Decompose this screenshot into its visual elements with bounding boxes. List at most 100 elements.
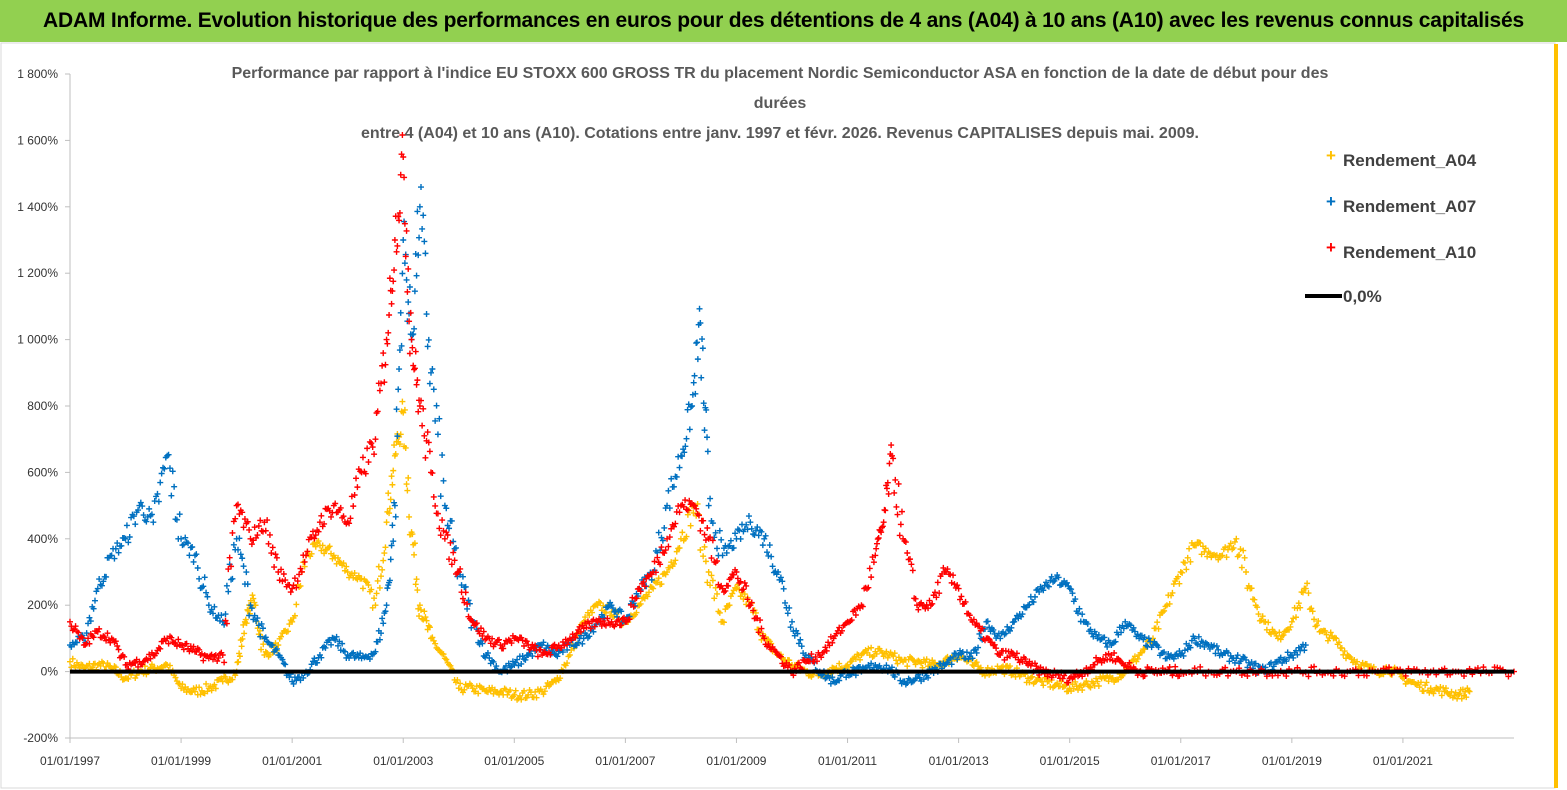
series-cluster-point: [745, 513, 752, 520]
series-cluster-point: [204, 688, 211, 695]
data-point: [1094, 658, 1101, 665]
series-cluster-point: [200, 583, 207, 590]
data-point: [1163, 655, 1170, 662]
series-cluster-point: [397, 171, 404, 178]
series-cluster-point: [786, 661, 793, 668]
data-point: [205, 655, 212, 662]
series-cluster-point: [596, 615, 603, 622]
series-cluster-point: [673, 473, 680, 480]
series-cluster-point: [744, 596, 751, 603]
series-cluster-point: [359, 585, 366, 592]
data-point: [539, 688, 546, 695]
series-cluster-point: [1230, 544, 1237, 551]
series-cluster-point: [100, 578, 107, 585]
series-cluster-point: [432, 502, 439, 509]
series-cluster-point: [1062, 682, 1069, 689]
series-cluster-point: [794, 630, 801, 637]
series-cluster-point: [378, 573, 385, 580]
series-cluster-point: [489, 635, 496, 642]
series-cluster-point: [439, 452, 446, 459]
series-cluster-point: [412, 348, 419, 355]
series-cluster-point: [1402, 672, 1409, 679]
series-cluster-point: [420, 405, 427, 412]
series-cluster-point: [1465, 687, 1472, 694]
series-cluster-point: [1309, 608, 1316, 615]
data-point: [1025, 602, 1032, 609]
series-cluster-point: [194, 564, 201, 571]
data-point: [358, 655, 365, 662]
series-cluster-point: [714, 545, 721, 552]
series-cluster-point: [694, 339, 701, 346]
data-point: [1150, 642, 1156, 649]
series-cluster-point: [979, 625, 986, 632]
data-point: [1066, 675, 1073, 682]
series-cluster-point: [990, 626, 997, 633]
data-point: [205, 602, 212, 609]
series-cluster-point: [436, 525, 443, 532]
series-cluster-point: [1105, 650, 1112, 657]
data-point: [1344, 652, 1351, 658]
data-point: [67, 642, 73, 649]
data-point: [330, 635, 337, 642]
series-cluster-point: [411, 366, 418, 373]
data-point: [416, 403, 423, 409]
series-cluster-point: [991, 641, 998, 648]
series-cluster-point: [272, 551, 279, 558]
series-cluster-point: [551, 641, 558, 648]
data-point: [913, 602, 920, 609]
series-cluster-point: [1294, 651, 1301, 658]
data-point: [1233, 655, 1240, 662]
series-cluster-point: [1231, 538, 1238, 545]
data-point: [67, 658, 73, 665]
series-cluster-point: [1040, 682, 1047, 689]
data-point: [233, 502, 240, 509]
series-cluster-point: [298, 568, 305, 575]
series-cluster-point: [1338, 644, 1345, 651]
data-point: [552, 652, 559, 658]
series-cluster-point: [759, 542, 766, 549]
series-cluster-point: [1181, 559, 1188, 566]
series-cluster-point: [414, 208, 421, 215]
series-cluster-point: [572, 634, 579, 641]
series-cluster-point: [368, 440, 375, 447]
series-cluster-point: [211, 681, 218, 688]
data-point: [344, 652, 351, 658]
series-cluster-point: [171, 483, 178, 490]
series-cluster-point: [1215, 646, 1222, 653]
data-point: [1038, 678, 1045, 685]
series-cluster-point: [450, 549, 457, 556]
series-cluster-point: [670, 560, 677, 567]
data-point: [1455, 691, 1462, 698]
data-point: [1330, 635, 1337, 642]
series-cluster-point: [897, 521, 904, 528]
series-cluster-point: [620, 614, 627, 621]
series-cluster-point: [235, 658, 242, 665]
series-cluster-point: [1006, 627, 1013, 634]
data-point: [383, 519, 390, 526]
series-cluster-point: [564, 646, 571, 653]
series-cluster-point: [140, 512, 147, 519]
data-point: [205, 685, 212, 692]
data-point: [1080, 618, 1087, 625]
series-cluster-point: [529, 653, 536, 660]
series-cluster-point: [948, 661, 955, 668]
series-cluster-point: [143, 518, 150, 525]
series-cluster-point: [1448, 688, 1455, 695]
series-cluster-point: [944, 566, 951, 573]
series-cluster-point: [947, 571, 954, 578]
series-cluster-point: [294, 578, 301, 585]
series-cluster-point: [1304, 580, 1311, 587]
series-cluster-point: [201, 574, 208, 581]
series-cluster-point: [90, 634, 97, 641]
series-cluster-point: [722, 606, 729, 613]
series-cluster-point: [1241, 554, 1248, 561]
data-point: [94, 585, 101, 592]
series-cluster-point: [436, 415, 443, 422]
series-cluster-point: [373, 590, 380, 597]
series-cluster-point: [698, 374, 705, 381]
data-point: [150, 519, 157, 526]
series-cluster-point: [686, 497, 693, 504]
series-cluster-point: [406, 318, 413, 325]
series-cluster-point: [337, 647, 344, 654]
series-cluster-point: [397, 431, 404, 438]
